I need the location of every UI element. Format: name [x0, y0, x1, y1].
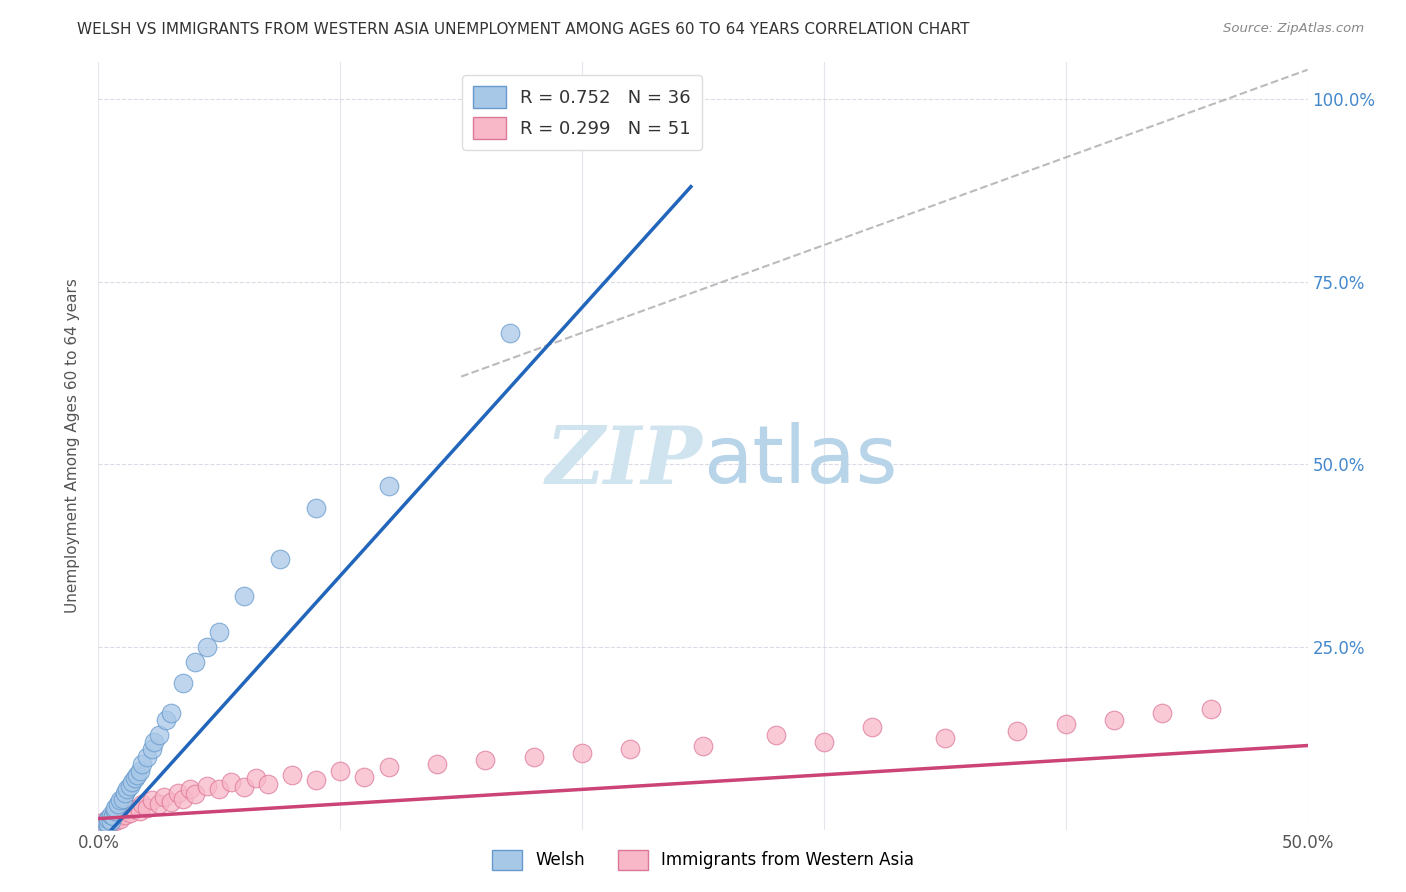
Point — [619, 742, 641, 756]
Point — [152, 789, 174, 804]
Point — [377, 760, 399, 774]
Point — [523, 749, 546, 764]
Point — [232, 780, 254, 794]
Point — [765, 728, 787, 742]
Point — [208, 625, 231, 640]
Point — [100, 808, 122, 822]
Point — [118, 779, 141, 793]
Point — [124, 772, 146, 786]
Point — [97, 812, 120, 826]
Point — [128, 805, 150, 819]
Point — [619, 121, 641, 136]
Point — [498, 326, 520, 340]
Point — [813, 735, 835, 749]
Point — [114, 808, 136, 822]
Point — [195, 640, 218, 654]
Point — [104, 805, 127, 819]
Point — [101, 808, 124, 822]
Point — [141, 793, 163, 807]
Point — [426, 756, 449, 771]
Point — [245, 772, 267, 786]
Point — [474, 753, 496, 767]
Legend: R = 0.752   N = 36, R = 0.299   N = 51: R = 0.752 N = 36, R = 0.299 N = 51 — [463, 75, 702, 150]
Point — [124, 802, 146, 816]
Point — [860, 720, 883, 734]
Point — [107, 809, 129, 823]
Point — [184, 788, 207, 802]
Point — [90, 819, 112, 833]
Point — [97, 812, 120, 826]
Point — [692, 739, 714, 753]
Point — [232, 589, 254, 603]
Text: atlas: atlas — [703, 422, 897, 500]
Point — [269, 552, 291, 566]
Point — [305, 772, 328, 787]
Point — [571, 746, 593, 760]
Point — [111, 792, 134, 806]
Legend: Welsh, Immigrants from Western Asia: Welsh, Immigrants from Western Asia — [485, 843, 921, 877]
Point — [97, 816, 120, 830]
Point — [131, 797, 153, 811]
Point — [1102, 713, 1125, 727]
Point — [377, 479, 399, 493]
Point — [100, 815, 122, 830]
Point — [141, 742, 163, 756]
Point — [91, 819, 114, 833]
Point — [135, 800, 157, 814]
Text: WELSH VS IMMIGRANTS FROM WESTERN ASIA UNEMPLOYMENT AMONG AGES 60 TO 64 YEARS COR: WELSH VS IMMIGRANTS FROM WESTERN ASIA UN… — [77, 22, 970, 37]
Text: Source: ZipAtlas.com: Source: ZipAtlas.com — [1223, 22, 1364, 36]
Point — [104, 800, 127, 814]
Point — [148, 728, 170, 742]
Point — [108, 793, 131, 807]
Point — [167, 786, 190, 800]
Point — [101, 809, 124, 823]
Point — [172, 676, 194, 690]
Point — [221, 775, 243, 789]
Point — [128, 764, 150, 778]
Point — [104, 814, 127, 828]
Point — [107, 797, 129, 811]
Point — [1054, 716, 1077, 731]
Point — [100, 814, 122, 828]
Point — [1152, 706, 1174, 720]
Point — [1199, 702, 1222, 716]
Y-axis label: Unemployment Among Ages 60 to 64 years: Unemployment Among Ages 60 to 64 years — [65, 278, 80, 614]
Point — [118, 806, 141, 821]
Point — [184, 655, 207, 669]
Point — [131, 756, 153, 771]
Point — [1007, 723, 1029, 738]
Point — [108, 812, 131, 826]
Point — [91, 815, 114, 830]
Point — [143, 735, 166, 749]
Point — [121, 775, 143, 789]
Point — [172, 792, 194, 806]
Point — [208, 782, 231, 797]
Point — [135, 749, 157, 764]
Text: ZIP: ZIP — [546, 423, 703, 500]
Point — [195, 779, 218, 793]
Point — [160, 706, 183, 720]
Point — [155, 713, 177, 727]
Point — [94, 815, 117, 830]
Point — [127, 768, 149, 782]
Point — [114, 786, 136, 800]
Point — [305, 501, 328, 516]
Point — [329, 764, 352, 778]
Point — [934, 731, 956, 746]
Point — [111, 805, 134, 819]
Point — [117, 782, 139, 797]
Point — [281, 768, 304, 782]
Point — [160, 795, 183, 809]
Point — [94, 816, 117, 830]
Point — [117, 800, 139, 814]
Point — [179, 782, 201, 797]
Point — [148, 797, 170, 811]
Point — [256, 777, 278, 791]
Point — [353, 770, 375, 784]
